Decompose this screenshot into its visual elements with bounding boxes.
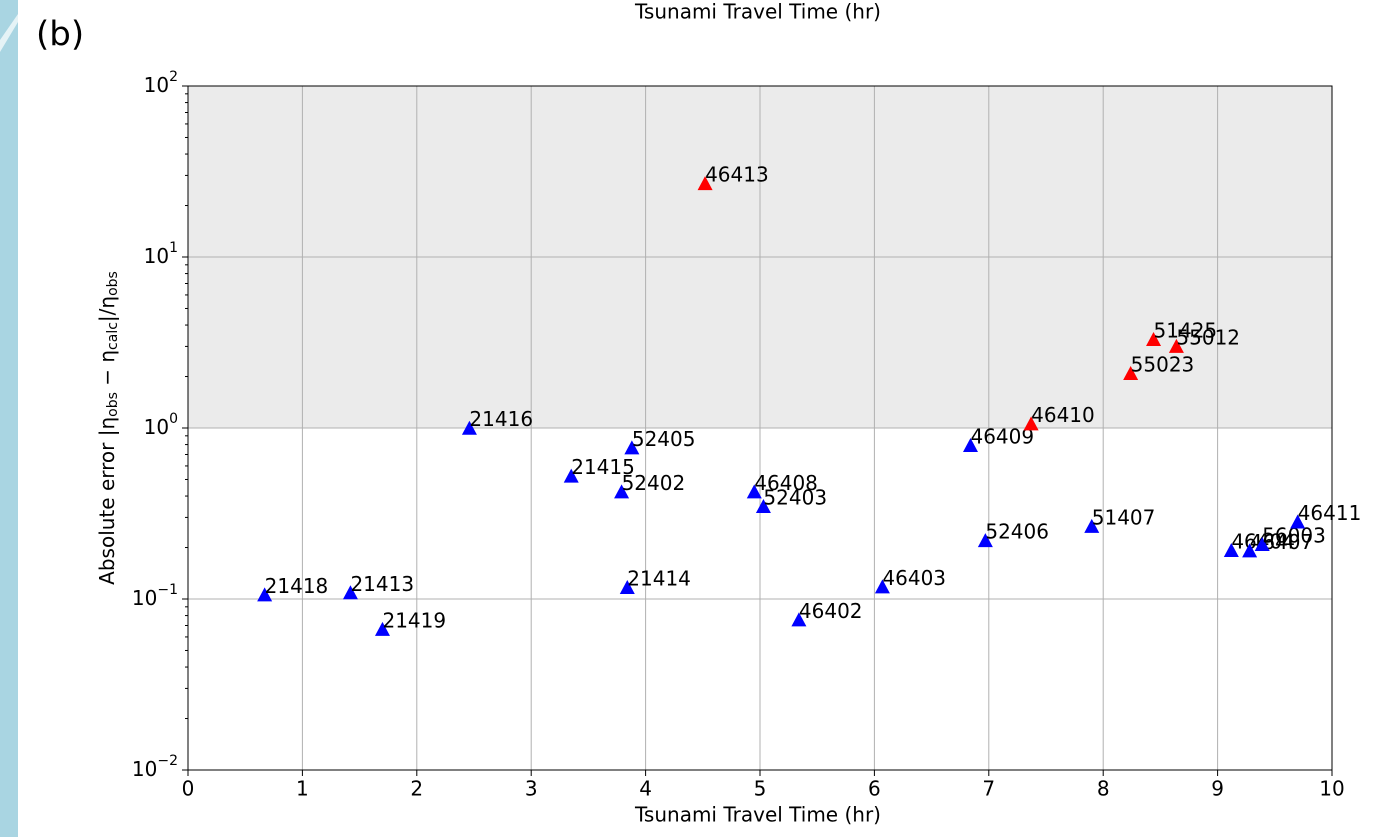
- x-tick-label: 1: [296, 777, 309, 801]
- marker: [755, 499, 771, 514]
- marker: [624, 440, 640, 455]
- y-tick-base: 10: [132, 586, 157, 610]
- marker: [1168, 338, 1184, 353]
- marker: [1223, 542, 1239, 557]
- side-strip: [0, 0, 18, 837]
- point-label: 52405: [632, 427, 696, 451]
- point-label: 46408: [754, 471, 818, 495]
- y-tick-base: 10: [144, 73, 169, 97]
- x-tick-label: 5: [754, 777, 767, 801]
- y-tick-label: 100: [144, 411, 178, 439]
- point-label: 21419: [382, 608, 446, 632]
- header-text: Tsunami Travel Time (hr): [634, 0, 881, 24]
- point-label: 52406: [985, 520, 1049, 544]
- point-label: 46410: [1031, 403, 1095, 427]
- marker: [874, 579, 890, 594]
- point-label: 46413: [705, 163, 769, 187]
- x-tick-label: 9: [1211, 777, 1224, 801]
- marker: [461, 420, 477, 435]
- marker: [342, 585, 358, 600]
- marker: [977, 533, 993, 548]
- marker: [1123, 365, 1139, 380]
- plot-frame: [187, 85, 1333, 771]
- marker: [1084, 518, 1100, 533]
- x-tick-label: 8: [1097, 777, 1110, 801]
- point-label: 46411: [1298, 501, 1362, 525]
- strip-decoration: [0, 14, 18, 52]
- point-label: 51407: [1092, 505, 1156, 529]
- y-label-part: − η: [95, 350, 119, 392]
- point-label: 21418: [265, 574, 329, 598]
- x-tick-label: 6: [868, 777, 881, 801]
- x-tick-label: 3: [525, 777, 538, 801]
- point-label: 46409: [970, 424, 1034, 448]
- marker: [257, 587, 273, 602]
- marker: [697, 176, 713, 191]
- x-axis-label: Tsunami Travel Time (hr): [634, 803, 881, 827]
- marker: [374, 621, 390, 636]
- point-label: 21414: [627, 566, 691, 590]
- point-label: 55023: [1131, 352, 1195, 376]
- y-axis-label: Absolute error |ηobs − ηcalc|/ηobs: [95, 271, 122, 585]
- marker: [791, 612, 807, 627]
- marker: [746, 484, 762, 499]
- y-tick-exponent: −2: [157, 753, 178, 769]
- marker: [563, 468, 579, 483]
- marker: [614, 484, 630, 499]
- point-label: 21416: [469, 407, 533, 431]
- marker: [1254, 536, 1270, 551]
- marker: [962, 437, 978, 452]
- y-tick-base: 10: [132, 757, 157, 781]
- y-tick-label: 10−2: [132, 753, 178, 781]
- panel-label: (b): [36, 15, 84, 55]
- x-tick-label: 7: [982, 777, 995, 801]
- marker: [1023, 416, 1039, 431]
- point-label: 52402: [622, 471, 686, 495]
- y-tick-label: 101: [144, 240, 178, 268]
- point-label: 55012: [1176, 325, 1240, 349]
- y-label-part: Absolute error |η: [95, 417, 119, 585]
- point-label: 21413: [350, 572, 414, 596]
- y-tick-exponent: 0: [169, 411, 178, 427]
- y-label-part: obs: [105, 271, 121, 296]
- point-label: 51425: [1154, 319, 1218, 343]
- y-label-part: calc: [105, 322, 121, 350]
- x-tick-label: 0: [182, 777, 195, 801]
- x-tick-label: 10: [1319, 777, 1344, 801]
- point-label: 21415: [571, 455, 635, 479]
- y-label-part: obs: [105, 392, 121, 417]
- y-tick-base: 10: [144, 415, 169, 439]
- marker: [619, 579, 635, 594]
- y-tick-exponent: 2: [169, 69, 178, 85]
- x-tick-label: 2: [410, 777, 423, 801]
- y-tick-exponent: 1: [169, 240, 178, 256]
- y-tick-label: 10−1: [132, 582, 178, 610]
- marker: [1242, 543, 1258, 558]
- y-label-part: |/η: [95, 296, 119, 322]
- x-tick-label: 4: [639, 777, 652, 801]
- y-tick-label: 102: [144, 69, 178, 97]
- y-tick-base: 10: [144, 244, 169, 268]
- marker: [1146, 332, 1162, 347]
- point-label: 46402: [799, 599, 863, 623]
- point-label: 52403: [763, 486, 827, 510]
- marker: [1290, 514, 1306, 529]
- y-tick-exponent: −1: [157, 582, 178, 598]
- point-label: 46403: [882, 566, 946, 590]
